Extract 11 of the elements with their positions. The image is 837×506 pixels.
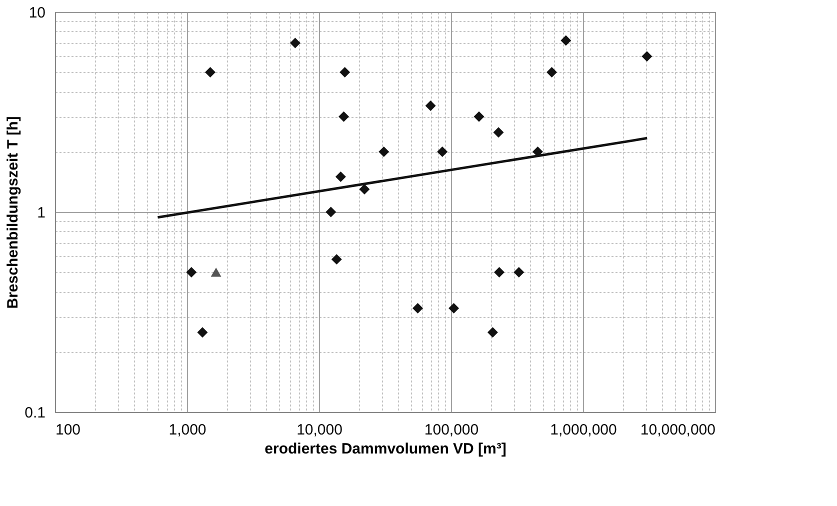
y-axis-title: Breschenbildungszeit T [h] <box>4 116 22 309</box>
y-tick-label: 10 <box>28 4 46 22</box>
y-tick-label: 0.1 <box>24 404 46 422</box>
x-axis-title: erodiertes Dammvolumen VD [m³] <box>264 440 506 458</box>
x-tick-label: 100,000 <box>424 422 479 438</box>
x-tick-label: 10,000,000 <box>640 422 716 438</box>
x-tick-label: 1,000,000 <box>550 422 617 438</box>
y-tick-label: 1 <box>37 204 46 222</box>
x-tick-label: 1,000 <box>168 422 206 438</box>
x-tick-label: 10,000 <box>296 422 342 438</box>
x-tick-label: 100 <box>56 422 81 438</box>
